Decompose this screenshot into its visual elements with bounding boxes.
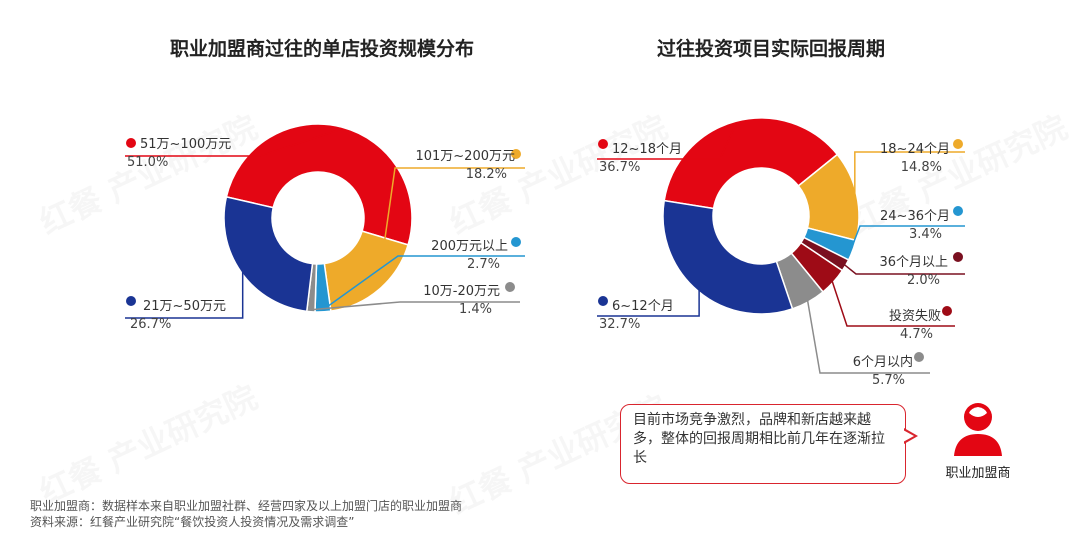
legend-dot-0-1 <box>511 149 521 159</box>
donut-slice-0-4 <box>223 195 314 313</box>
footnote-sample: 职业加盟商：数据样本来自职业加盟社群、经营四家及以上加盟门店的职业加盟商 <box>30 499 463 513</box>
slice-pct-1-4: 4.7% <box>900 327 933 342</box>
slice-label-0-1: 101万~200万元 <box>415 149 515 164</box>
chart-title-investment-scale: 职业加盟商过往的单店投资规模分布 <box>169 38 475 60</box>
footnote-source: 资料来源：红餐产业研究院“餐饮投资人投资情况及需求调查” <box>30 515 355 529</box>
donut-slice-1-6 <box>662 199 794 315</box>
slice-label-0-0: 51万~100万元 <box>140 137 231 152</box>
person-label: 职业加盟商 <box>945 466 1011 481</box>
speech-bubble-text: 目前市场竞争激烈，品牌和新店越来越多，整体的回报周期相比前几年在逐渐拉长 <box>633 412 885 466</box>
slice-label-1-0: 12~18个月 <box>612 142 682 157</box>
slice-pct-0-3: 1.4% <box>459 302 492 317</box>
legend-dot-0-4 <box>126 296 136 306</box>
legend-dot-1-5 <box>914 352 924 362</box>
slice-pct-1-5: 5.7% <box>872 373 905 388</box>
slice-label-1-6: 6~12个月 <box>612 299 674 314</box>
slice-pct-1-1: 14.8% <box>901 160 942 175</box>
speech-bubble-tail-inner <box>903 430 914 442</box>
leader-line-1-3 <box>843 263 965 275</box>
donut-slice-1-0 <box>663 117 839 210</box>
slice-label-1-4: 投资失败 <box>889 308 941 324</box>
legend-dot-1-1 <box>953 139 963 149</box>
slice-label-0-2: 200万元以上 <box>431 239 508 254</box>
leader-line-0-0 <box>125 128 342 157</box>
slice-pct-0-2: 2.7% <box>467 257 500 272</box>
slice-pct-0-4: 26.7% <box>130 317 171 332</box>
speech-bubble: 目前市场竞争激烈，品牌和新店越来越多，整体的回报周期相比前几年在逐渐拉长 <box>620 404 906 484</box>
slice-label-1-5: 6个月以内 <box>853 354 913 370</box>
slice-pct-0-1: 18.2% <box>466 167 507 182</box>
legend-dot-1-2 <box>953 206 963 216</box>
legend-dot-1-6 <box>598 296 608 306</box>
slice-label-0-4: 21万~50万元 <box>143 299 226 314</box>
leader-line-1-0 <box>597 122 737 160</box>
legend-dot-0-2 <box>511 237 521 247</box>
slice-label-1-3: 36个月以上 <box>879 255 948 270</box>
leader-line-0-3 <box>310 301 520 311</box>
slice-pct-1-0: 36.7% <box>599 160 640 175</box>
slice-label-1-2: 24~36个月 <box>880 209 950 224</box>
legend-dot-0-3 <box>505 282 515 292</box>
slice-pct-1-3: 2.0% <box>907 273 940 288</box>
slice-pct-0-0: 51.0% <box>127 155 168 170</box>
slice-pct-1-2: 3.4% <box>909 227 942 242</box>
slice-pct-1-6: 32.7% <box>599 317 640 332</box>
leader-line-1-5 <box>806 299 930 374</box>
slice-label-0-3: 10万-20万元 <box>423 284 500 299</box>
leader-line-0-2 <box>322 255 525 311</box>
leader-line-0-4 <box>125 270 244 319</box>
legend-dot-1-0 <box>598 139 608 149</box>
donut-slice-0-0 <box>225 123 413 246</box>
leader-line-1-4 <box>831 280 955 327</box>
legend-dot-1-3 <box>953 252 963 262</box>
legend-dot-1-4 <box>942 306 952 316</box>
slice-label-1-1: 18~24个月 <box>880 142 950 157</box>
leader-line-1-6 <box>597 289 700 317</box>
leader-line-1-1 <box>854 151 965 196</box>
legend-dot-0-0 <box>126 138 136 148</box>
chart-title-payback-period: 过往投资项目实际回报周期 <box>656 38 886 60</box>
leader-line-0-1 <box>377 167 525 288</box>
leader-line-1-2 <box>850 225 965 250</box>
person-icon <box>954 403 1002 456</box>
